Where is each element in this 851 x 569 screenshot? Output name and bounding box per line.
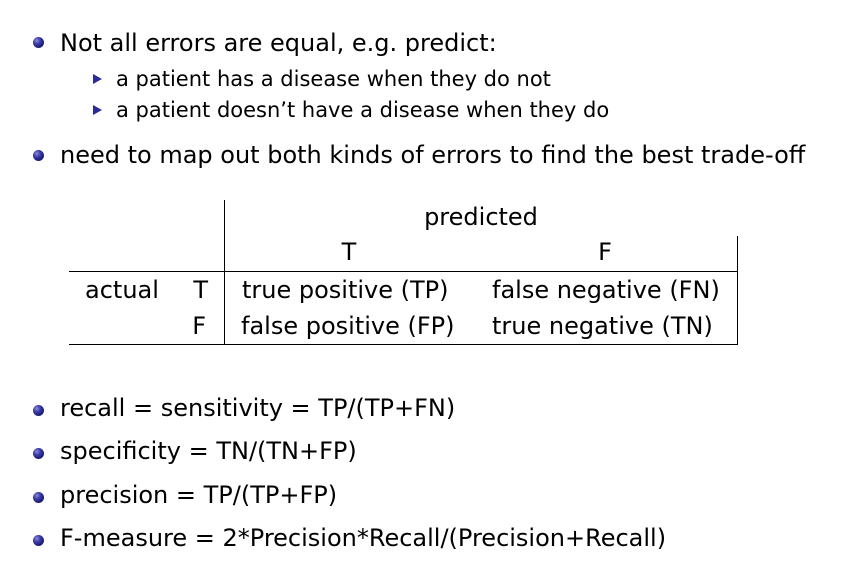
metric-recall: recall = sensitivity = TP/(TP+FN) xyxy=(60,394,456,422)
actual-label: actual xyxy=(85,276,159,304)
actual-f-label: F xyxy=(192,312,206,340)
triangle-bullet-icon xyxy=(93,74,102,84)
bullet-not-all-errors: Not all errors are equal, e.g. predict: xyxy=(60,29,497,57)
metric-specificity: specificity = TN/(TN+FP) xyxy=(60,437,357,465)
bullet-ball-icon xyxy=(33,405,44,416)
table-vertical-rule-right xyxy=(737,236,738,344)
bullet-ball-icon xyxy=(33,492,44,503)
subitem-false-negative-example: a patient doesn’t have a disease when th… xyxy=(116,98,610,122)
predicted-f-header: F xyxy=(598,238,612,266)
bullet-ball-icon xyxy=(33,448,44,459)
predicted-header: predicted xyxy=(424,203,538,231)
table-rule-bottom xyxy=(69,344,738,345)
cell-false-negative: false negative (FN) xyxy=(492,276,720,304)
triangle-bullet-icon xyxy=(93,105,102,115)
metric-precision: precision = TP/(TP+FP) xyxy=(60,481,338,509)
table-vertical-rule-left xyxy=(224,200,225,344)
subitem-false-positive-example: a patient has a disease when they do not xyxy=(116,67,551,91)
cell-true-negative: true negative (TN) xyxy=(492,312,713,340)
actual-t-label: T xyxy=(193,276,208,304)
cell-true-positive: true positive (TP) xyxy=(242,276,449,304)
bullet-ball-icon xyxy=(33,150,44,161)
metric-f-measure: F-measure = 2*Precision*Recall/(Precisio… xyxy=(60,524,667,552)
bullet-ball-icon xyxy=(33,535,44,546)
bullet-map-both-errors: need to map out both kinds of errors to … xyxy=(60,141,806,169)
bullet-ball-icon xyxy=(33,37,44,48)
cell-false-positive: false positive (FP) xyxy=(241,312,455,340)
table-rule-middle xyxy=(69,271,738,272)
predicted-t-header: T xyxy=(341,238,357,266)
